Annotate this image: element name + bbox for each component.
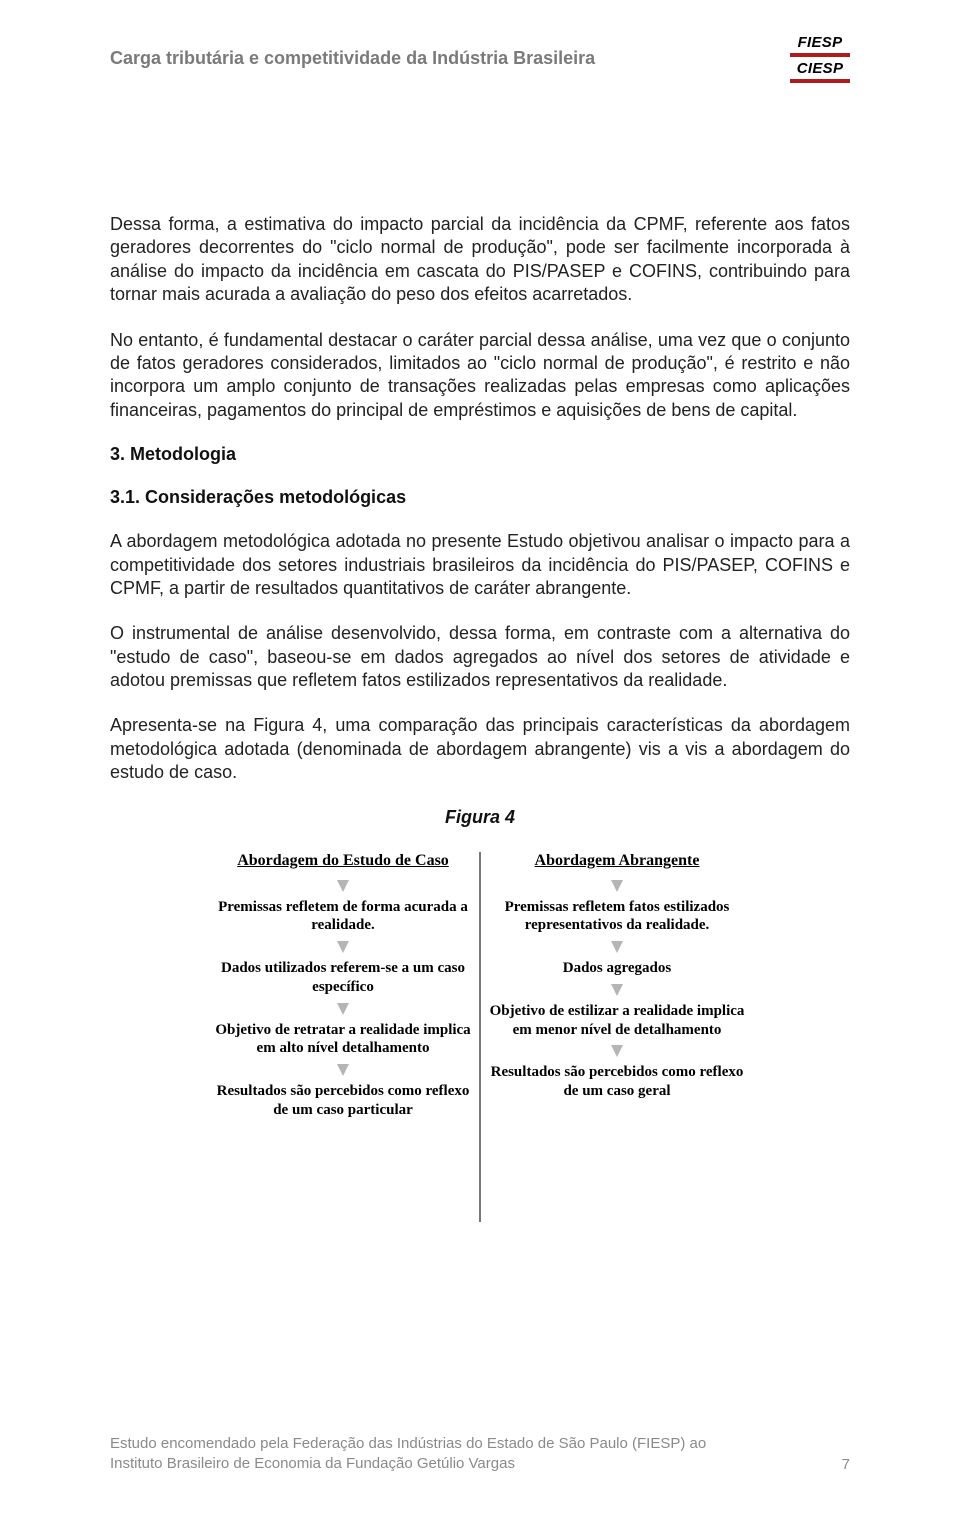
logo-fiesp-text: FIESP [798,34,843,51]
footer-text: Estudo encomendado pela Federação das In… [110,1434,750,1473]
logo-box: FIESP CIESP [790,34,850,83]
figure4-left-head: Abordagem do Estudo de Caso [237,852,449,870]
arrow-down-icon [611,941,623,953]
arrow-down-icon [611,984,623,996]
figure4-right-b3: Objetivo de estilizar a realidade implic… [487,1002,747,1040]
figure4-right-head: Abordagem Abrangente [535,852,700,870]
arrow-down-icon [337,941,349,953]
figure4-right-col: Abordagem Abrangente Premissas refletem … [487,852,747,1222]
figure4-title: Figura 4 [110,807,850,828]
heading-3-1: 3.1. Considerações metodológicas [110,487,850,508]
arrow-down-icon [611,880,623,892]
arrow-down-icon [337,1003,349,1015]
logo-ciesp-text: CIESP [797,60,844,77]
paragraph-2: No entanto, é fundamental destacar o car… [110,329,850,423]
figure4-right-b2: Dados agregados [563,959,672,978]
paragraph-1: Dessa forma, a estimativa do impacto par… [110,213,850,307]
heading-3: 3. Metodologia [110,444,850,465]
paragraph-4: O instrumental de análise desenvolvido, … [110,622,850,692]
header-title: Carga tributária e competitividade da In… [110,34,595,69]
page-footer: Estudo encomendado pela Federação das In… [110,1434,850,1473]
page-header: Carga tributária e competitividade da In… [110,34,850,83]
logo-fiesp-underline [790,53,850,57]
logo-ciesp: CIESP [790,60,850,83]
figure4-left-b1: Premissas refletem de forma acurada a re… [213,898,473,936]
paragraph-3: A abordagem metodológica adotada no pres… [110,530,850,600]
logo-ciesp-underline [790,79,850,83]
figure4-divider [479,852,481,1222]
figure4: Abordagem do Estudo de Caso Premissas re… [110,852,850,1222]
arrow-down-icon [337,1064,349,1076]
figure4-left-col: Abordagem do Estudo de Caso Premissas re… [213,852,473,1222]
figure4-right-b1: Premissas refletem fatos estilizados rep… [487,898,747,936]
figure4-left-b3: Objetivo de retratar a realidade implica… [213,1021,473,1059]
paragraph-5: Apresenta-se na Figura 4, uma comparação… [110,714,850,784]
figure4-right-b4: Resultados são percebidos como reflexo d… [487,1063,747,1101]
footer-page-number: 7 [842,1456,850,1473]
figure4-left-b4: Resultados são percebidos como reflexo d… [213,1082,473,1120]
arrow-down-icon [611,1045,623,1057]
page: Carga tributária e competitividade da In… [0,0,960,1515]
logo-fiesp: FIESP [790,34,850,57]
figure4-left-b2: Dados utilizados referem-se a um caso es… [213,959,473,997]
arrow-down-icon [337,880,349,892]
